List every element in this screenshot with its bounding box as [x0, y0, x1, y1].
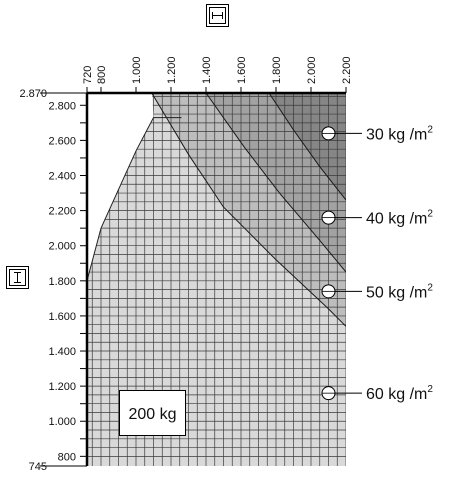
zone-boundary	[268, 93, 346, 201]
x-tick-label: 1.600	[236, 56, 248, 84]
y-tick-label: 1.400	[48, 346, 76, 358]
envelope-line	[87, 117, 182, 281]
y-tick-label: 2.400	[48, 170, 76, 182]
y-tick-label: 1.200	[48, 381, 76, 393]
x-tick-label: 1.200	[166, 56, 178, 84]
x-tick-label: 1.000	[131, 56, 143, 84]
x-tick-label: 2.200	[341, 56, 353, 84]
y-tick-label: 1.600	[48, 311, 76, 323]
load-capacity-label: 200 kg	[128, 406, 176, 423]
zone-label: 50 kg /m2	[366, 282, 433, 301]
x-tick-label: 800	[96, 66, 108, 84]
zone-boundary	[205, 93, 346, 273]
x-tick-label: 1.800	[271, 56, 283, 84]
zone-label: 60 kg /m2	[366, 384, 433, 403]
y-tick-label: 745	[29, 461, 47, 473]
height-arrows-icon	[6, 266, 29, 289]
x-tick-label: 2.000	[306, 56, 318, 84]
y-tick-label: 2.000	[48, 241, 76, 253]
y-tick-label: 1.800	[48, 276, 76, 288]
y-tick-label: 800	[58, 451, 76, 463]
zone-markers: 60 kg /m2 50 kg /m2 40 kg /m2 30 kg /m2	[321, 124, 433, 403]
zone-boundary	[151, 93, 346, 327]
y-tick-label: 1.000	[48, 416, 76, 428]
zone-fill	[269, 93, 346, 201]
y-tick-label: 2.200	[48, 206, 76, 218]
y-tick-label: 2.600	[48, 135, 76, 147]
envelope-cover	[87, 93, 154, 281]
load-capacity-box: 200 kg	[119, 390, 186, 436]
y-tick-label: 2.870	[19, 88, 47, 100]
x-tick-label: 720	[82, 66, 94, 84]
y-tick-label: 2.800	[48, 100, 76, 112]
x-ticks: 720 800 1.000 1.200 1.400 1.600 1.800 2.000 2.20…	[82, 56, 353, 93]
x-tick-label: 1.400	[201, 56, 213, 84]
zone-label: 30 kg /m2	[366, 124, 433, 143]
zone-boundaries	[151, 93, 346, 327]
width-arrows-icon	[206, 4, 229, 27]
zone-label: 40 kg /m2	[366, 209, 433, 228]
